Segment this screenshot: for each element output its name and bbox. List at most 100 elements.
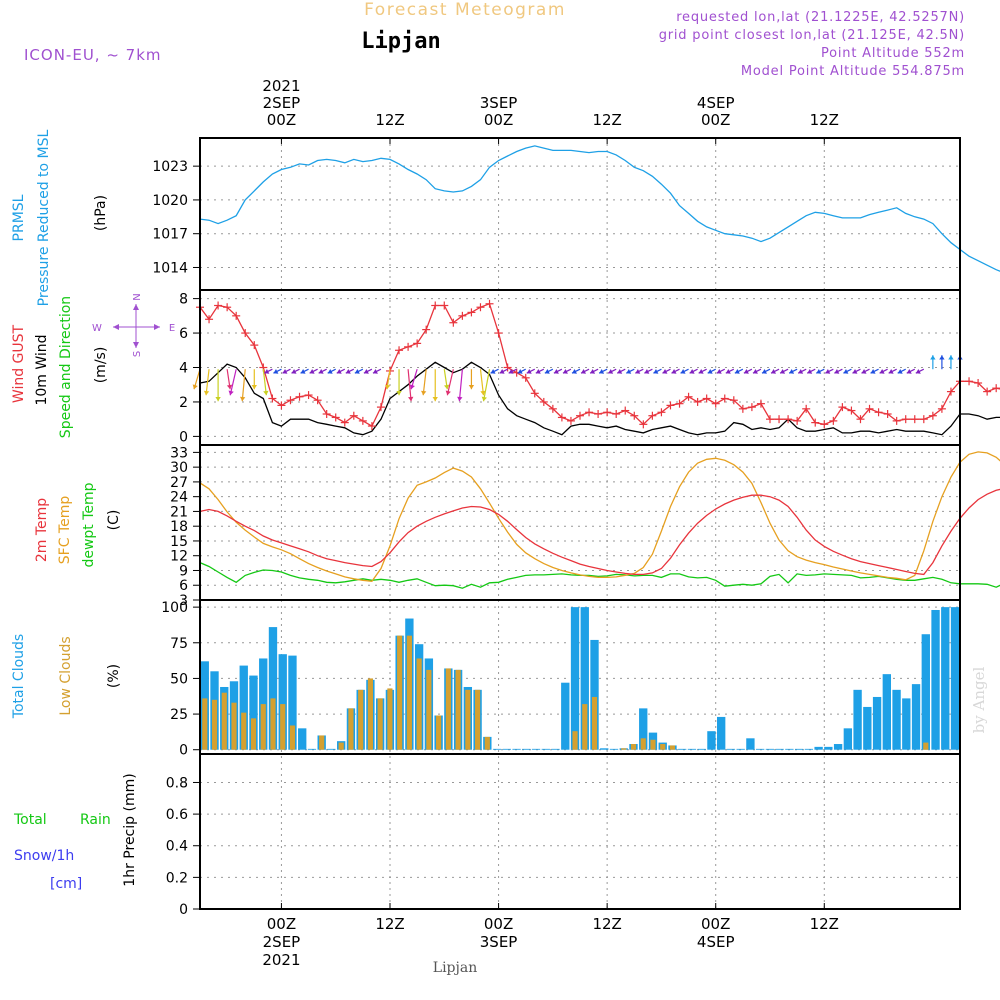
- arrow-head: [635, 368, 641, 374]
- wind-direction-arrow-icon: [468, 369, 475, 390]
- wind-direction-arrow-icon: [644, 368, 653, 374]
- gust-marker: [802, 404, 811, 413]
- gust-marker: [612, 410, 621, 418]
- arrow-head: [215, 397, 221, 402]
- total-cloud-bar: [843, 728, 853, 750]
- total-cloud-bar: [853, 689, 862, 750]
- pressure-y-ticks: 1014 1017 1020 1023: [152, 159, 200, 276]
- total-cloud-bar: [249, 675, 258, 750]
- time-label-bottom: 2SEP: [263, 933, 301, 951]
- arrow-head: [825, 368, 831, 374]
- wind-direction-arrow-icon: [589, 368, 599, 374]
- footer-location: Lipjan: [433, 960, 477, 976]
- time-label-bottom: 4SEP: [697, 933, 735, 951]
- gust-marker: [829, 416, 838, 425]
- low-cloud-bar: [397, 635, 403, 750]
- total-cloud-bar: [911, 684, 921, 750]
- low-cloud-bar: [348, 708, 354, 750]
- gust-marker: [729, 396, 738, 405]
- dewpt-label: dewpt Temp: [81, 482, 97, 567]
- wind-direction-arrow-icon: [354, 368, 364, 374]
- total-cloud-bar: [950, 607, 960, 750]
- arrow-shaft: [241, 369, 246, 402]
- wind-direction-arrow-icon: [407, 369, 414, 402]
- wind-direction-arrow-icon: [680, 368, 689, 374]
- y-tick-label: 33: [170, 445, 188, 461]
- gust-marker: [331, 413, 340, 422]
- wind-direction-arrow-icon: [262, 369, 269, 396]
- arrow-head: [354, 368, 360, 374]
- total-cloud-bar: [531, 748, 541, 750]
- gust-marker: [747, 403, 756, 412]
- requested-coords: requested lon,lat (21.1225E, 42.5257N): [676, 10, 965, 25]
- gust-marker: [521, 373, 530, 382]
- gust-marker: [838, 403, 847, 412]
- arrow-head: [807, 368, 813, 374]
- gust-marker: [648, 411, 657, 420]
- time-label-top: 12Z: [592, 111, 621, 129]
- wind-direction-arrow-icon: [788, 368, 798, 374]
- arrow-head: [228, 390, 234, 396]
- wind-direction-arrow-icon: [372, 368, 382, 374]
- arrow-head: [409, 384, 415, 390]
- arrow-shaft: [407, 369, 412, 402]
- wind-direction-arrow-icon: [251, 369, 257, 390]
- low-cloud-bar: [406, 635, 412, 750]
- time-label-bottom: 3SEP: [480, 933, 518, 951]
- total-cloud-bar: [541, 748, 550, 750]
- arrow-shaft: [479, 369, 485, 396]
- arrow-head: [251, 385, 257, 390]
- total-cloud-bar: [775, 748, 784, 750]
- y-tick-label: 0.6: [166, 807, 188, 823]
- wind-direction-arrow-icon: [915, 368, 925, 374]
- wind-dir-label: Speed and Direction: [58, 296, 74, 438]
- total-cloud-bar: [561, 682, 570, 750]
- compass-n: N: [132, 293, 143, 300]
- clouds-unit: (%): [106, 664, 122, 688]
- gust-marker: [675, 399, 684, 408]
- gust-marker: [250, 341, 259, 350]
- arrow-head: [734, 368, 740, 374]
- time-label-bottom: 12Z: [592, 915, 621, 933]
- low-cloud-bar: [338, 742, 344, 750]
- precip-panel: Total Rain Snow/1h [cm] 1hr Precip (mm) …: [13, 773, 960, 918]
- wind-direction-arrow-icon: [264, 368, 273, 374]
- gust-marker: [322, 410, 331, 418]
- model-altitude: Model Point Altitude 554.875m: [741, 64, 965, 79]
- low-cloud-bar: [416, 658, 422, 750]
- low-cloud-bar: [241, 712, 247, 750]
- gust-marker: [720, 394, 729, 403]
- t2m-label: 2m Temp: [34, 498, 50, 562]
- arrow-head: [318, 368, 324, 374]
- time-label-bottom: 00Z: [701, 915, 730, 933]
- time-label-bottom: 12Z: [810, 915, 839, 933]
- temp-unit: (C): [106, 510, 122, 531]
- arrow-head: [226, 384, 233, 390]
- wind-direction-arrow-icon: [192, 369, 201, 390]
- wind-direction-arrow-icon: [396, 369, 402, 396]
- arrow-head: [762, 368, 767, 374]
- compass-rose-icon: N S W E: [92, 293, 175, 357]
- gust-marker: [901, 415, 910, 424]
- time-label-bottom: 2021: [262, 951, 300, 969]
- arrow-head: [535, 368, 541, 374]
- arrow-head: [897, 368, 903, 374]
- gust-marker: [910, 415, 919, 424]
- y-tick-label: 50: [170, 671, 188, 687]
- wind-direction-arrow-icon: [499, 368, 508, 374]
- wind-direction-arrow-icon: [228, 369, 237, 396]
- time-label-top: 2SEP: [263, 94, 301, 112]
- gust-marker: [223, 303, 232, 312]
- gust-marker: [928, 411, 937, 420]
- arrow-head: [888, 368, 894, 374]
- wind-panel: Wind GUST 10m Wind Speed and Direction (…: [11, 292, 1000, 445]
- total-cloud-bar: [833, 744, 843, 750]
- wind-direction-arrow-icon: [806, 368, 816, 374]
- gust-marker: [883, 410, 892, 418]
- wind-direction-arrow-icon: [671, 368, 680, 374]
- gust-marker: [576, 411, 584, 420]
- low-cloud-bar: [280, 704, 286, 750]
- wind-direction-arrow-icon: [215, 369, 221, 402]
